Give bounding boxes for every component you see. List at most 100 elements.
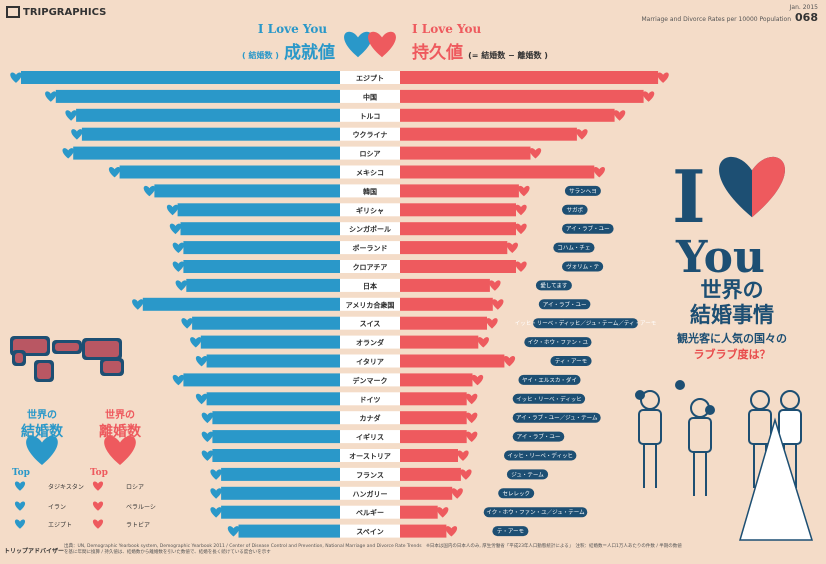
greeting-text: イク・ホウ・ファン・ユ	[528, 338, 589, 346]
greeting-text: ヴォリム・テ	[566, 263, 600, 271]
persist-heart-icon	[593, 166, 606, 178]
map-blob-overlay	[13, 339, 47, 353]
persist-bar	[400, 354, 505, 368]
marriage-bar	[183, 260, 340, 273]
persist-heart-icon	[445, 526, 458, 537]
greeting-text: ジュ・テーム	[511, 471, 544, 478]
country-label: フランス	[356, 471, 384, 479]
marriage-bar	[154, 184, 340, 198]
greeting-text: セレレック	[502, 490, 530, 497]
country-label: メキシコ	[356, 169, 384, 177]
legend-divorce-title-2: 離婚数	[99, 424, 141, 440]
persist-bar	[400, 278, 490, 292]
marriage-bar	[221, 486, 340, 500]
legend-marriage-title: 世界の 結婚数	[12, 406, 72, 441]
marriage-bar	[180, 222, 340, 236]
logo-icon	[6, 6, 20, 18]
rank-heart-icon	[14, 481, 26, 491]
country-label-bg	[340, 222, 400, 236]
marriage-bar	[142, 297, 340, 311]
left-header: I Love You	[255, 22, 330, 36]
greeting-bubble	[492, 526, 529, 537]
country-label-bg	[340, 89, 400, 103]
persist-heart-icon	[471, 374, 484, 386]
greeting-bubble	[553, 242, 595, 253]
greeting-text: テ・アーモ	[497, 528, 524, 535]
marriage-bar	[212, 449, 340, 462]
marriage-heart-icon	[175, 280, 188, 291]
marriage-heart-icon	[62, 148, 74, 159]
country-label-bg	[340, 411, 400, 425]
persist-heart-icon	[657, 72, 669, 83]
country-label: ドイツ	[360, 396, 381, 404]
right-header-sub: (= 結婚数 − 離婚数 )	[468, 51, 548, 60]
greeting-text: サガポ	[567, 206, 584, 214]
greeting-text: アイ・ラブ・ユー／ジュ・テーム	[516, 414, 598, 422]
greeting-bubble	[483, 507, 588, 518]
greeting-bubble	[512, 412, 601, 423]
greeting-bubble	[518, 374, 581, 385]
firework-icon	[705, 405, 715, 415]
marriage-bar	[200, 335, 340, 349]
country-label-bg	[340, 316, 400, 330]
persist-bar	[400, 184, 519, 198]
world-map	[10, 336, 124, 382]
persist-bar	[400, 524, 447, 538]
persist-bar	[400, 203, 516, 217]
marriage-bar	[221, 505, 340, 519]
marriage-heart-icon	[181, 318, 193, 329]
left-header-sub: ( 結婚数 )	[242, 51, 279, 60]
rank-heart-icon	[92, 501, 104, 511]
persist-heart-icon	[486, 318, 498, 329]
right-header: I Love You	[412, 22, 512, 36]
persist-bar	[400, 449, 458, 462]
marriage-bar	[212, 430, 340, 444]
marriage-heart-icon	[190, 337, 202, 348]
person-head	[750, 390, 770, 410]
persist-heart-icon	[436, 507, 449, 518]
country-label-bg	[340, 278, 400, 292]
person-head	[780, 390, 800, 410]
country-label-bg	[340, 297, 400, 311]
persist-heart-icon	[451, 488, 463, 499]
divorce-top-3: ラトビア	[126, 522, 151, 529]
persist-bar	[400, 297, 493, 311]
legend-marriage-heart-icon	[26, 436, 58, 465]
country-label-bg	[340, 184, 400, 198]
marriage-top-3: エジプト	[48, 522, 73, 529]
persist-heart-icon	[489, 280, 501, 291]
country-label: ハンガリー	[353, 489, 388, 498]
legend-marriage-title-2: 結婚数	[21, 424, 63, 440]
country-label-bg	[340, 127, 400, 141]
country-label-bg	[340, 467, 400, 481]
marriage-bar	[76, 108, 340, 122]
couple-illustration	[635, 380, 814, 541]
marriage-bar	[206, 392, 340, 406]
marriage-heart-icon	[210, 469, 222, 480]
page-info: Jan. 2015 Marriage and Divorce Rates per…	[641, 4, 818, 24]
persist-bar	[400, 127, 577, 141]
left-header-en: I Love You	[257, 22, 328, 36]
persist-bar	[400, 146, 531, 160]
greeting-text: イッヒ・リーベ・ディッヒ	[507, 452, 573, 460]
country-label: オーストリア	[349, 453, 391, 461]
persist-bar	[400, 392, 467, 406]
country-label-bg	[340, 108, 400, 122]
persist-heart-icon	[465, 393, 478, 405]
persist-bar	[400, 260, 516, 273]
firework-icon	[675, 380, 685, 390]
country-label: エジプト	[356, 74, 384, 83]
marriage-heart-icon	[201, 431, 214, 442]
persist-heart-icon	[477, 337, 490, 348]
country-label-bg	[340, 71, 400, 84]
persist-bar	[400, 411, 467, 425]
marriage-bar	[55, 89, 341, 103]
marriage-heart-icon	[227, 526, 240, 537]
marriage-heart-icon	[45, 91, 57, 102]
persist-bar	[400, 430, 467, 444]
greeting-bubble	[512, 393, 586, 404]
persist-bar	[400, 486, 453, 500]
marriage-heart-icon	[71, 129, 83, 140]
persist-heart-icon	[465, 431, 478, 442]
persist-heart-icon	[457, 450, 469, 461]
